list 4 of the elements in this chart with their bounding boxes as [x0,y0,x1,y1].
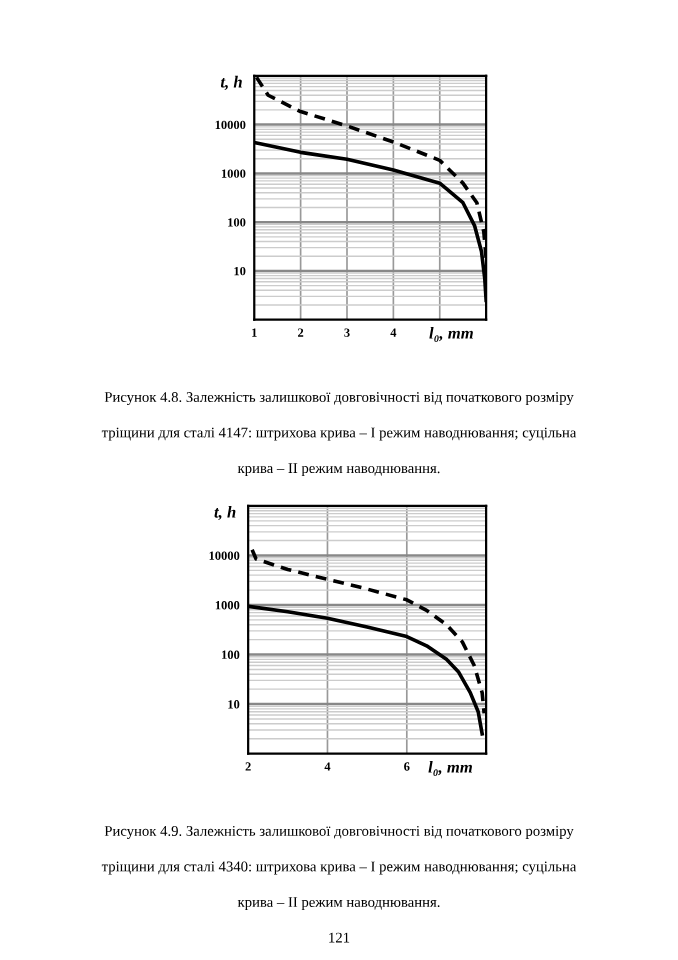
y-axis-title: t, h [214,505,236,521]
x-axis-title: l₀, mm [429,327,473,343]
x-axis-title: l₀, mm [428,761,472,777]
y-axis-title: t, h [220,75,242,90]
